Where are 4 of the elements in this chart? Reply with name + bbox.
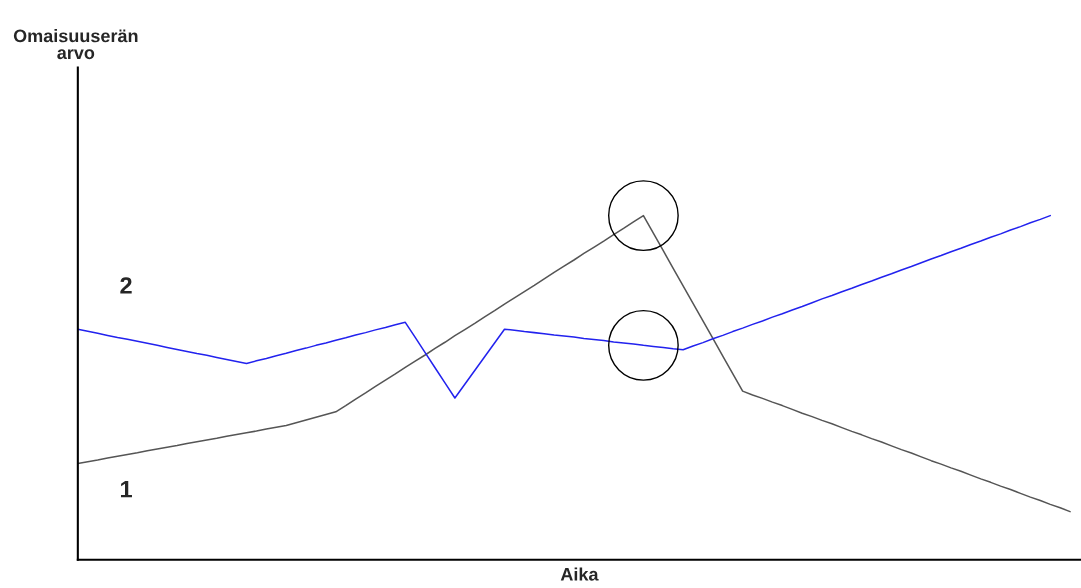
text: Omaisuuserän arvo: [13, 29, 138, 60]
series-label: 1: [120, 481, 132, 498]
series-label: 2: [120, 277, 132, 294]
x-axis-title: Aika: [560, 567, 599, 581]
